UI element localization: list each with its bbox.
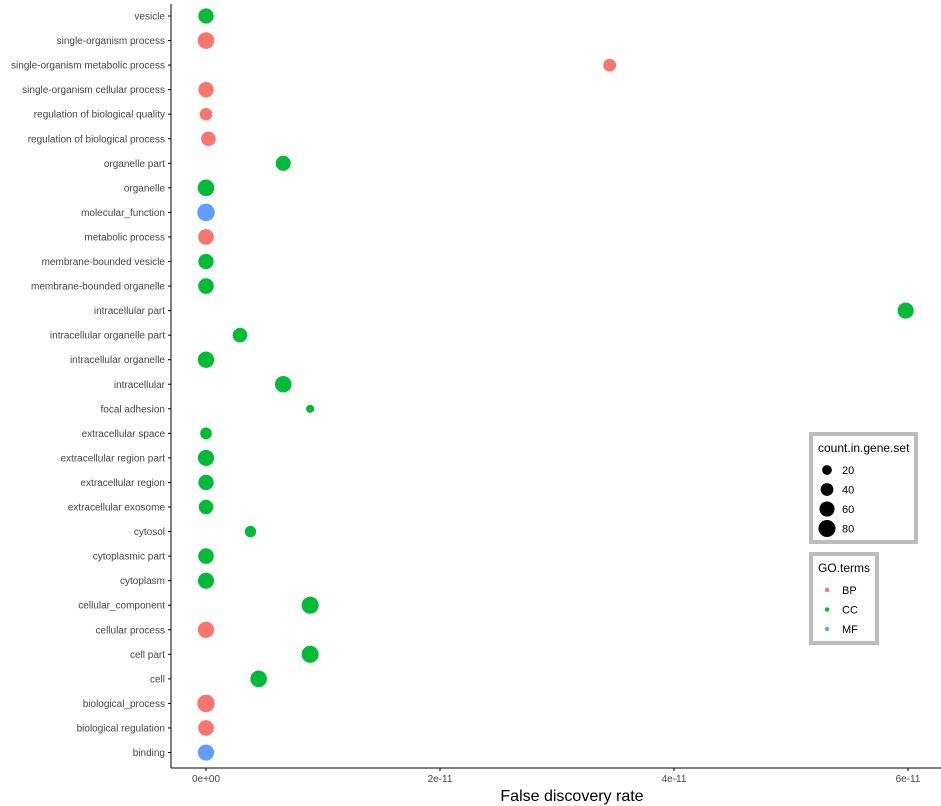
color-legend-items: BP CC MF [824, 585, 858, 636]
y-tick-label: cellular_component [78, 601, 165, 612]
y-tick-label: cytosol [134, 527, 165, 538]
data-point [198, 548, 214, 564]
y-tick-label: membrane-bounded vesicle [42, 257, 166, 268]
data-point [244, 525, 257, 538]
y-tick-label: organelle [124, 183, 166, 194]
y-tick-label: focal adhesion [101, 404, 166, 415]
y-tick-label: molecular_function [81, 208, 165, 219]
size-legend-key [819, 501, 835, 517]
data-point [232, 327, 248, 343]
y-tick-label: extracellular exosome [68, 503, 166, 514]
data-point [198, 8, 214, 24]
size-legend-key [820, 483, 834, 496]
color-legend: GO.terms BP CC MF [809, 552, 879, 645]
color-legend-title: GO.terms [818, 561, 870, 575]
y-tick-label: organelle part [104, 159, 165, 170]
data-point [198, 81, 214, 98]
x-tick-label: 4e-11 [662, 774, 687, 785]
y-tick-label: cytoplasm [120, 576, 165, 587]
color-legend-key [824, 626, 830, 632]
data-point [306, 404, 315, 413]
data-point [198, 229, 214, 245]
x-axis-ticks [205, 768, 909, 771]
data-point [197, 572, 215, 589]
y-tick-label: extracellular region [81, 478, 166, 489]
data-point [301, 645, 319, 663]
y-tick-label: extracellular space [82, 429, 166, 440]
size-legend-key [822, 465, 832, 475]
data-point [197, 179, 215, 197]
y-tick-label: cellular process [96, 625, 165, 636]
x-tick-label: 0e+00 [192, 774, 221, 785]
data-point [197, 203, 215, 222]
data-point [198, 474, 214, 491]
data-point [199, 107, 213, 121]
size-legend-label: 40 [842, 485, 854, 497]
data-point [201, 131, 216, 147]
data-point [198, 720, 214, 736]
y-tick-label: intracellular part [94, 306, 165, 317]
y-tick-label: intracellular organelle part [50, 331, 165, 342]
x-axis-title: False discovery rate [500, 788, 643, 805]
data-point [603, 58, 617, 72]
size-legend-key [818, 519, 836, 538]
size-legend-items: 20 40 60 80 [818, 465, 854, 538]
y-tick-label: intracellular [114, 380, 166, 391]
data-point [275, 155, 291, 171]
size-legend-label: 60 [842, 504, 854, 516]
data-point [200, 427, 212, 440]
y-tick-label: metabolic process [84, 232, 165, 243]
color-legend-key [824, 607, 830, 612]
data-point [198, 253, 214, 270]
data-point [197, 351, 215, 368]
y-tick-label: biological_process [83, 699, 165, 710]
y-tick-label: extracellular region part [61, 453, 166, 464]
y-axis-tick-labels: vesicle single-organism process single-org… [11, 12, 166, 760]
color-legend-label: MF [842, 624, 858, 636]
data-point [197, 621, 215, 638]
data-point [274, 375, 292, 393]
data-point [197, 694, 215, 713]
data-point [198, 278, 214, 294]
y-tick-label: membrane-bounded organelle [31, 282, 165, 293]
size-legend-label: 80 [842, 524, 854, 536]
y-tick-label: binding [133, 748, 165, 759]
y-tick-label: single-organism cellular process [22, 85, 165, 96]
y-tick-label: cell part [130, 650, 165, 661]
y-tick-label: biological regulation [77, 723, 165, 734]
y-tick-label: regulation of biological process [28, 134, 165, 145]
color-legend-label: BP [842, 585, 857, 597]
data-point [197, 744, 215, 761]
color-legend-label: CC [842, 605, 858, 617]
y-tick-label: cell [150, 674, 165, 685]
y-tick-label: vesicle [134, 12, 165, 23]
color-legend-box [809, 552, 879, 645]
data-point [301, 596, 319, 614]
y-tick-label: regulation of biological quality [34, 110, 165, 121]
data-point [250, 670, 267, 688]
data-point [198, 499, 214, 515]
size-legend: count.in.gene.set 20 40 60 80 [809, 432, 918, 544]
data-point [197, 449, 215, 466]
y-tick-label: cytoplasmic part [93, 552, 165, 563]
data-point [897, 302, 914, 319]
y-tick-label: single-organism process [57, 36, 165, 47]
y-tick-label: single-organism metabolic process [11, 61, 165, 72]
size-legend-label: 20 [842, 465, 854, 477]
y-tick-label: intracellular organelle [70, 355, 165, 366]
x-tick-label: 2e-11 [428, 774, 453, 785]
x-tick-label: 6e-11 [896, 774, 921, 785]
color-legend-key [824, 587, 830, 593]
data-point [197, 32, 215, 49]
x-axis-tick-labels: 0e+00 2e-11 4e-11 6e-11 [192, 774, 921, 785]
data-points [197, 8, 914, 761]
size-legend-title: count.in.gene.set [818, 441, 910, 455]
